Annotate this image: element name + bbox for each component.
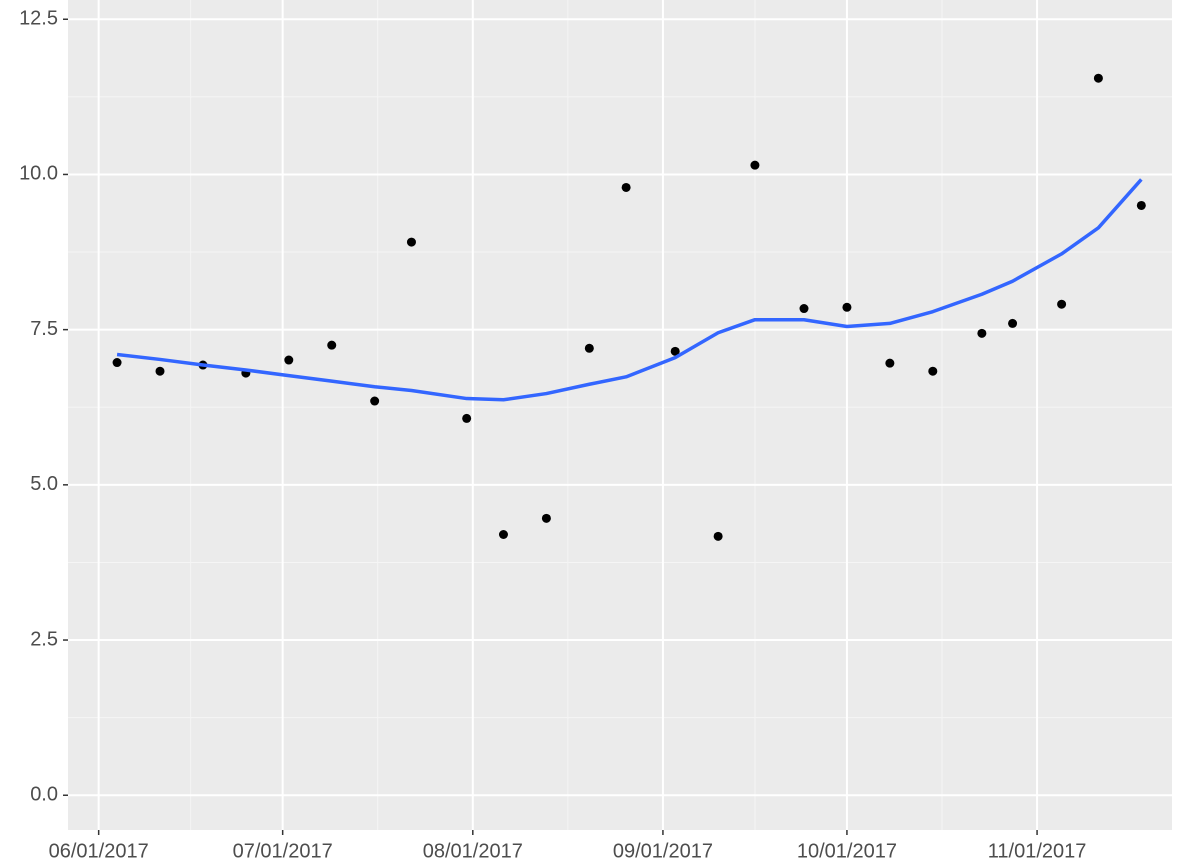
point (327, 340, 337, 350)
y-tick-label: 5.0 (30, 473, 58, 495)
point (155, 366, 165, 376)
point (584, 343, 594, 353)
y-tick-label: 12.5 (19, 8, 58, 30)
point (1136, 200, 1146, 210)
point (621, 182, 631, 192)
point (498, 530, 508, 540)
x-tick-label: 07/01/2017 (233, 840, 333, 862)
x-tick-label: 08/01/2017 (423, 840, 523, 862)
point (713, 531, 723, 541)
point (462, 413, 472, 423)
smooth-line (116, 178, 1143, 402)
x-tick-label: 09/01/2017 (613, 840, 713, 862)
y-tick-label: 7.5 (30, 318, 58, 340)
point (406, 237, 416, 247)
point (1093, 73, 1103, 83)
y-tick-label: 0.0 (30, 784, 58, 806)
panel (68, 0, 1172, 830)
y-tick-label: 2.5 (30, 628, 58, 650)
point (750, 160, 760, 170)
point (370, 396, 380, 406)
point (842, 302, 852, 312)
point (799, 304, 809, 314)
x-tick-label: 10/01/2017 (797, 840, 897, 862)
point (1008, 318, 1018, 328)
point (1057, 299, 1067, 309)
point (670, 346, 680, 356)
x-tick-label: 11/01/2017 (988, 840, 1087, 862)
point (928, 366, 938, 376)
point (112, 358, 122, 368)
point (977, 328, 987, 338)
x-tick-label: 06/01/2017 (49, 840, 149, 862)
point (284, 355, 294, 365)
y-tick-label: 10.0 (19, 163, 58, 185)
point (885, 358, 895, 368)
point (541, 513, 551, 523)
